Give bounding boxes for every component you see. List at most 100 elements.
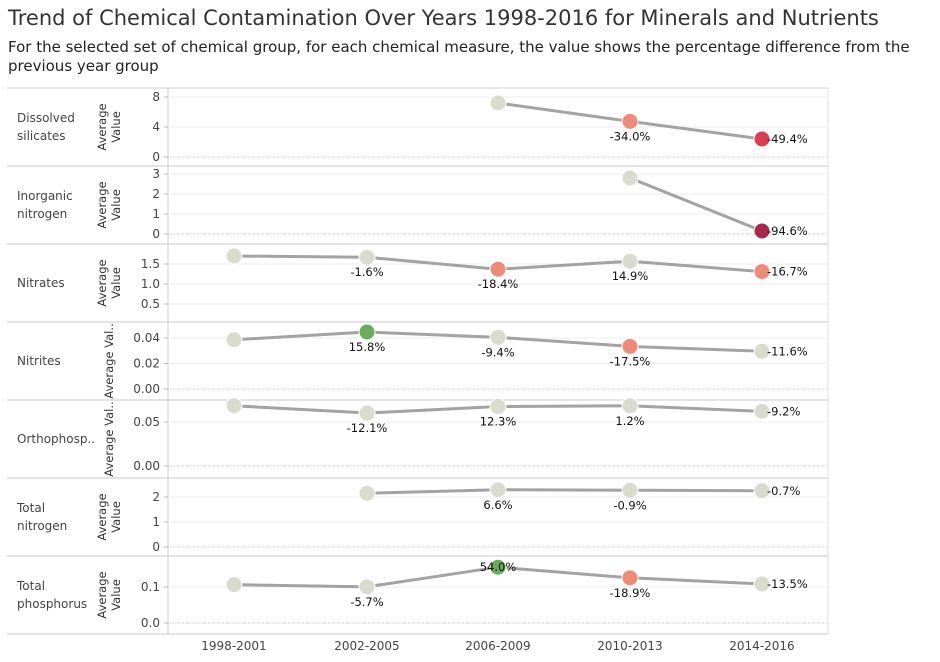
- pct-change-label: -9.4%: [481, 345, 514, 359]
- pct-change-label: -18.4%: [478, 277, 519, 291]
- y-tick-label: 2: [152, 187, 160, 201]
- y-axis-title: Average: [95, 259, 109, 306]
- data-point: [489, 328, 507, 346]
- pct-change-label: 15.8%: [349, 340, 386, 354]
- y-tick-label: 1.5: [141, 257, 160, 271]
- data-point: [753, 575, 771, 593]
- data-point: [358, 578, 376, 596]
- row-label: silicates: [17, 129, 66, 143]
- series-line: [366, 488, 763, 495]
- pct-change-label: 14.9%: [612, 269, 649, 283]
- row-label: Nitrites: [17, 354, 61, 368]
- y-tick-label: 0.0: [141, 616, 160, 630]
- y-tick-label: 0.05: [133, 415, 160, 429]
- pct-change-label: -13.5%: [767, 577, 808, 591]
- y-tick-label: 0.00: [133, 459, 160, 473]
- x-tick-label: 2010-2013: [597, 639, 662, 653]
- data-point: [621, 569, 639, 587]
- data-point: [753, 482, 771, 500]
- y-axis-title: Value: [109, 501, 123, 533]
- series-line: [629, 176, 763, 233]
- data-point: [489, 558, 507, 576]
- y-axis-title: Average: [95, 181, 109, 228]
- data-point: [753, 130, 771, 148]
- data-point: [225, 576, 243, 594]
- data-point: [753, 263, 771, 281]
- pct-change-label: -17.5%: [610, 354, 651, 368]
- data-point: [489, 481, 507, 499]
- data-point: [753, 402, 771, 420]
- data-point: [358, 404, 376, 422]
- y-axis-title: Average: [95, 103, 109, 150]
- pct-change-label: -16.7%: [767, 265, 808, 279]
- y-axis-title: Value: [109, 579, 123, 611]
- y-axis-title: Average Val..: [102, 323, 116, 398]
- y-tick-label: 0.5: [141, 297, 160, 311]
- row-label: Dissolved: [17, 111, 75, 125]
- data-point: [621, 397, 639, 415]
- row-label: nitrogen: [17, 519, 67, 533]
- x-tick-label: 2014-2016: [729, 639, 794, 653]
- data-point: [621, 169, 639, 187]
- pct-change-label: -11.6%: [767, 344, 808, 358]
- pct-change-label: -0.9%: [613, 498, 646, 512]
- data-point: [225, 331, 243, 349]
- y-axis-title: Value: [109, 189, 123, 221]
- y-tick-label: 0.02: [133, 357, 160, 371]
- data-point: [753, 222, 771, 240]
- data-point: [225, 397, 243, 415]
- y-tick-label: 0: [152, 150, 160, 164]
- y-axis-title: Average Val..: [102, 401, 116, 476]
- data-point: [621, 481, 639, 499]
- pct-change-label: -49.4%: [767, 132, 808, 146]
- data-point: [753, 342, 771, 360]
- y-axis-title: Average: [95, 493, 109, 540]
- y-axis-title: Value: [109, 267, 123, 299]
- pct-change-label: 1.2%: [615, 414, 644, 428]
- y-tick-label: 0.04: [133, 331, 160, 345]
- y-tick-label: 0.1: [141, 580, 160, 594]
- data-point: [358, 484, 376, 502]
- data-point: [621, 252, 639, 270]
- data-point: [621, 337, 639, 355]
- y-tick-label: 0: [152, 540, 160, 554]
- row-label: Nitrates: [17, 276, 65, 290]
- x-tick-label: 2002-2005: [334, 639, 399, 653]
- pct-change-label: 6.6%: [483, 498, 512, 512]
- pct-change-label: -94.6%: [767, 224, 808, 238]
- y-tick-label: 3: [152, 167, 160, 181]
- x-tick-label: 1998-2001: [201, 639, 266, 653]
- y-tick-label: 0.00: [133, 382, 160, 396]
- pct-change-label: -18.9%: [610, 586, 651, 600]
- y-axis-title: Value: [109, 111, 123, 143]
- y-tick-label: 8: [152, 90, 160, 104]
- pct-change-label: -34.0%: [610, 129, 651, 143]
- x-tick-label: 2006-2009: [465, 639, 530, 653]
- data-point: [358, 248, 376, 266]
- pct-change-label: -5.7%: [350, 595, 383, 609]
- data-point: [621, 112, 639, 130]
- data-point: [358, 323, 376, 341]
- pct-change-label: -0.7%: [767, 484, 800, 498]
- pct-change-label: 54.0%: [480, 560, 517, 574]
- row-label: Orthophosp..: [17, 432, 95, 446]
- chart-subtitle: For the selected set of chemical group, …: [8, 38, 910, 75]
- pct-change-label: -1.6%: [350, 265, 383, 279]
- y-tick-label: 4: [152, 120, 160, 134]
- data-point: [489, 260, 507, 278]
- pct-change-label: -9.2%: [767, 404, 800, 418]
- row-label: Inorganic: [17, 189, 73, 203]
- y-tick-label: 1: [152, 207, 160, 221]
- pct-change-label: 12.3%: [480, 415, 517, 429]
- y-tick-label: 0: [152, 227, 160, 241]
- y-tick-label: 2: [152, 490, 160, 504]
- y-tick-label: 1.0: [141, 277, 160, 291]
- row-label: phosphorus: [17, 597, 87, 611]
- pct-change-label: -12.1%: [347, 421, 388, 435]
- y-axis-title: Average: [95, 571, 109, 618]
- chart-title: Trend of Chemical Contamination Over Yea…: [8, 6, 879, 30]
- data-point: [225, 247, 243, 265]
- row-label: Total: [16, 579, 45, 593]
- data-point: [489, 398, 507, 416]
